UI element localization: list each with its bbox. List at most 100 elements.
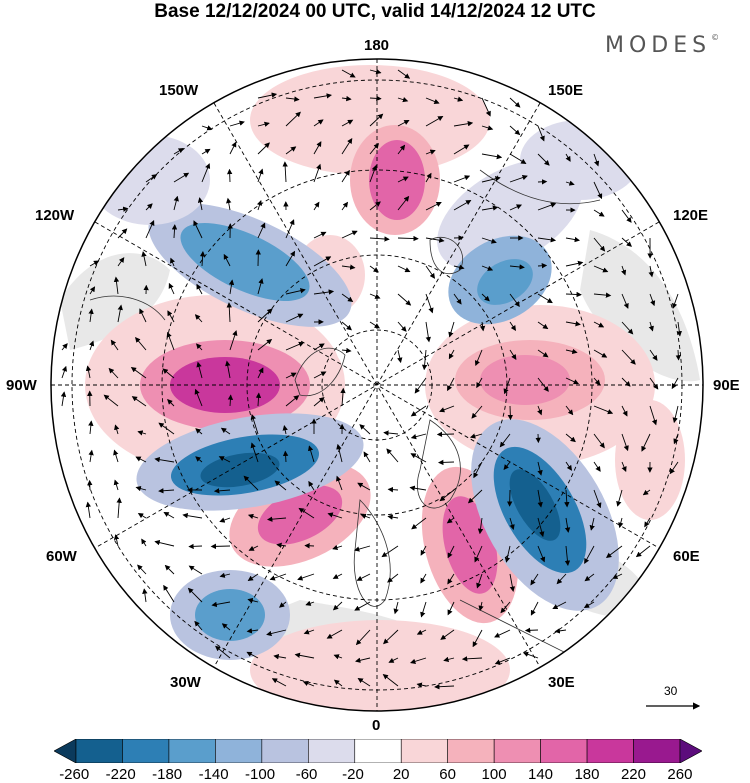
wind-vector <box>530 601 539 616</box>
wind-vector <box>257 278 264 295</box>
wind-vector <box>387 514 399 520</box>
wind-vector <box>436 431 455 438</box>
wind-vector <box>341 264 356 270</box>
wind-vector <box>167 398 175 407</box>
lon-label-120w: 120W <box>35 207 75 224</box>
wind-vector <box>139 308 147 323</box>
colorbar-swatch <box>308 739 356 763</box>
wind-vector <box>481 125 494 131</box>
wind-vector <box>447 545 455 559</box>
wind-vector <box>369 95 382 102</box>
wind-vector <box>537 349 549 358</box>
wind-vector <box>223 253 231 267</box>
wind-vector <box>188 543 203 550</box>
wind-vector <box>509 264 525 270</box>
wind-vector <box>383 430 399 436</box>
wind-vector <box>676 321 682 337</box>
wind-vector <box>467 489 483 504</box>
lon-label-150e: 150E <box>548 82 584 99</box>
colorbar-swatch <box>122 739 170 763</box>
wind-vector <box>195 456 203 463</box>
wind-vector <box>537 237 557 243</box>
colorbar-tick-label: -60 <box>295 766 318 783</box>
wind-vector <box>285 313 304 323</box>
wind-vector <box>267 516 287 522</box>
wind-vector <box>453 175 471 183</box>
wind-vector <box>313 119 324 127</box>
wind-vector <box>425 97 440 105</box>
wind-vector <box>332 601 343 611</box>
wind-vector <box>509 204 523 211</box>
wind-vector <box>173 195 179 211</box>
wind-vector <box>369 164 378 183</box>
wind-vector <box>621 405 628 417</box>
wind-vector <box>341 69 356 78</box>
wind-vector <box>194 314 203 323</box>
wind-vector <box>162 368 175 379</box>
wind-vector <box>584 545 595 564</box>
wind-vector <box>397 176 409 183</box>
wind-vector <box>246 651 259 659</box>
wind-vector <box>341 321 352 331</box>
wind-vector <box>387 573 399 583</box>
wind-vector <box>504 545 511 563</box>
wind-vector <box>88 420 94 435</box>
wind-vector <box>425 172 432 183</box>
wind-vector <box>308 480 315 491</box>
wind-vector <box>621 433 629 452</box>
wind-vector <box>341 95 352 102</box>
wind-vector <box>621 293 629 309</box>
wind-vector <box>341 347 352 354</box>
colorbar-tick-label: 220 <box>620 766 646 783</box>
wind-vector <box>565 348 578 355</box>
wind-vector <box>509 153 527 164</box>
wind-vector <box>593 237 606 252</box>
wind-vector <box>88 308 94 323</box>
wind-vector <box>356 573 371 581</box>
wind-vector <box>220 427 231 435</box>
wind-vector <box>537 377 549 392</box>
wind-vector <box>478 601 484 612</box>
wind-vector <box>524 627 539 634</box>
lon-label-60e: 60E <box>673 548 700 565</box>
wind-vector <box>446 517 455 524</box>
wind-vector <box>621 209 632 223</box>
wind-vector <box>621 265 627 276</box>
wind-vector <box>471 405 483 419</box>
wind-vector <box>194 388 203 407</box>
wind-vector <box>196 283 203 295</box>
wind-vector <box>158 488 175 494</box>
wind-vector <box>565 405 574 416</box>
wind-vector <box>279 601 287 608</box>
wind-vector <box>247 597 259 604</box>
wind-vector <box>479 321 486 332</box>
wind-vector <box>589 517 595 531</box>
wind-vector <box>163 511 175 519</box>
colorbar-tick-label: -220 <box>105 766 136 783</box>
wind-vector <box>135 337 147 351</box>
wind-vector <box>228 279 235 295</box>
colorbar-tick-label: -140 <box>198 766 229 783</box>
wind-vector <box>420 573 427 584</box>
wind-vector <box>593 433 605 449</box>
wind-vector <box>145 174 158 183</box>
colorbar-tick-label: 100 <box>481 766 507 783</box>
wind-vector <box>439 405 455 413</box>
wind-vector <box>447 573 455 585</box>
wind-vector <box>194 620 203 631</box>
wind-vector <box>285 395 300 407</box>
wind-vector <box>89 286 96 295</box>
wind-vector <box>257 367 264 379</box>
wind-vector <box>210 543 231 550</box>
wind-vector <box>285 341 305 351</box>
wind-vector <box>257 142 270 155</box>
wind-vector <box>565 433 576 443</box>
wind-vector <box>382 674 399 687</box>
wind-vector <box>425 149 436 155</box>
wind-vector <box>593 181 603 200</box>
colorbar-tick-label: -260 <box>59 766 90 783</box>
wind-vector <box>113 276 120 295</box>
wind-vector <box>313 201 320 211</box>
wind-vector <box>158 422 175 435</box>
